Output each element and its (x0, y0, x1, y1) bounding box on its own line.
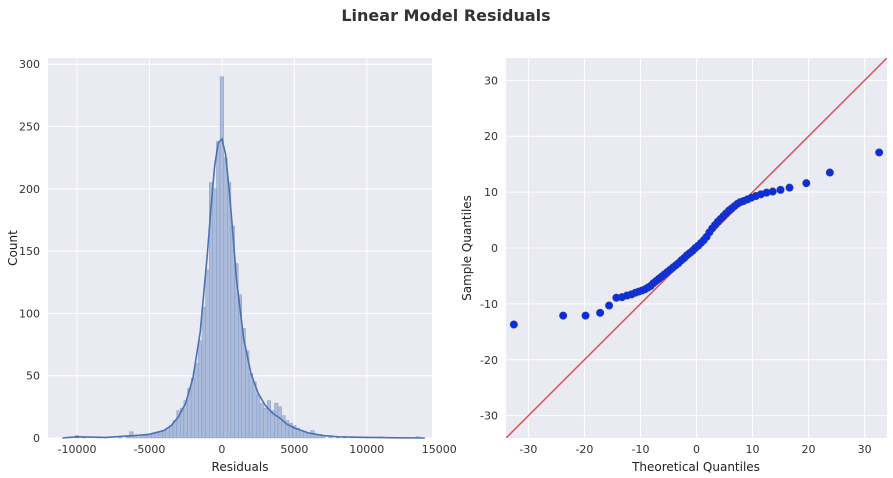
x-tick-label: -20 (575, 443, 593, 456)
qq-x-axis-label: Theoretical Quantiles (631, 460, 760, 474)
x-tick-label: 10 (746, 443, 760, 456)
histogram-bar (154, 432, 159, 439)
histogram-bar (201, 306, 206, 439)
qq-point (581, 311, 590, 320)
qq-point (768, 187, 777, 196)
histogram-x-ticks: -10000 -5000 0 5000 10000 15000 (57, 443, 456, 456)
y-tick-label: 300 (19, 58, 40, 71)
qq-x-ticks: -30 -20 -10 0 10 20 30 (519, 443, 871, 456)
qq-point (559, 311, 568, 320)
x-tick-label: 10000 (349, 443, 384, 456)
histogram-bar (169, 425, 174, 439)
y-tick-label: 30 (484, 74, 498, 87)
histogram-panel: -10000 -5000 0 5000 10000 15000 0 50 100 150 200 2… (6, 58, 457, 474)
histogram-bar (212, 188, 217, 439)
x-tick-label: 20 (802, 443, 816, 456)
histogram-bar (274, 402, 279, 439)
histogram-bar (263, 407, 268, 439)
histogram-bar (252, 381, 257, 439)
kde-curve (62, 137, 425, 439)
histogram-bar (266, 400, 271, 439)
qq-point (802, 179, 811, 188)
y-tick-label: 250 (19, 121, 40, 134)
histogram-y-axis-label: Count (6, 230, 20, 266)
y-tick-label: 50 (26, 370, 40, 383)
x-tick-label: -30 (519, 443, 537, 456)
qq-point (596, 308, 605, 317)
qq-point (875, 148, 884, 157)
histogram-bar (140, 435, 145, 439)
histogram-bar (143, 435, 148, 439)
qq-point (605, 301, 614, 310)
y-tick-label: 10 (484, 186, 498, 199)
histogram-bar (205, 269, 210, 439)
histogram-bar (223, 157, 228, 439)
qq-plot-panel: -30 -20 -10 0 10 20 30 -30 -20 -10 0 10 20 30 Theore… (460, 58, 887, 474)
histogram-bar (219, 76, 224, 439)
histogram-bar (256, 394, 261, 439)
qq-point (785, 183, 794, 192)
x-tick-label: 0 (693, 443, 700, 456)
histogram-bar (227, 182, 232, 439)
x-tick-label: 5000 (280, 443, 308, 456)
y-tick-label: 150 (19, 245, 40, 258)
histogram-bar (125, 436, 130, 439)
x-tick-label: 15000 (422, 443, 457, 456)
histogram-bar (216, 141, 221, 439)
histogram-bar (259, 402, 264, 439)
y-tick-label: 200 (19, 183, 40, 196)
y-tick-label: -20 (480, 354, 498, 367)
x-tick-label: -10000 (57, 443, 96, 456)
qq-points (509, 148, 884, 329)
qq-point (509, 320, 518, 329)
qq-y-ticks: -30 -20 -10 0 10 20 30 (480, 74, 498, 422)
histogram-x-axis-label: Residuals (212, 460, 269, 474)
x-tick-label: 0 (218, 443, 225, 456)
histogram-bar (136, 436, 141, 439)
x-tick-label: -10 (631, 443, 649, 456)
histogram-bar (158, 431, 163, 439)
histogram-bar (281, 415, 286, 439)
x-tick-label: -5000 (133, 443, 165, 456)
qq-y-axis-label: Sample Quantiles (460, 195, 474, 301)
y-tick-label: -10 (480, 298, 498, 311)
histogram-bar (194, 363, 199, 439)
x-tick-label: 30 (858, 443, 872, 456)
figure-title: Linear Model Residuals (341, 6, 550, 25)
histogram-bar (277, 406, 282, 439)
histogram-bar (198, 340, 203, 439)
y-tick-label: 0 (33, 432, 40, 445)
histogram-bar (190, 377, 195, 439)
histogram-bar (248, 373, 253, 439)
histogram-y-ticks: 0 50 100 150 200 250 300 (19, 58, 40, 445)
qq-point (776, 185, 785, 194)
y-tick-label: -30 (480, 410, 498, 423)
y-tick-label: 20 (484, 130, 498, 143)
qq-point (825, 168, 834, 177)
y-tick-label: 0 (491, 242, 498, 255)
y-tick-label: 100 (19, 307, 40, 320)
